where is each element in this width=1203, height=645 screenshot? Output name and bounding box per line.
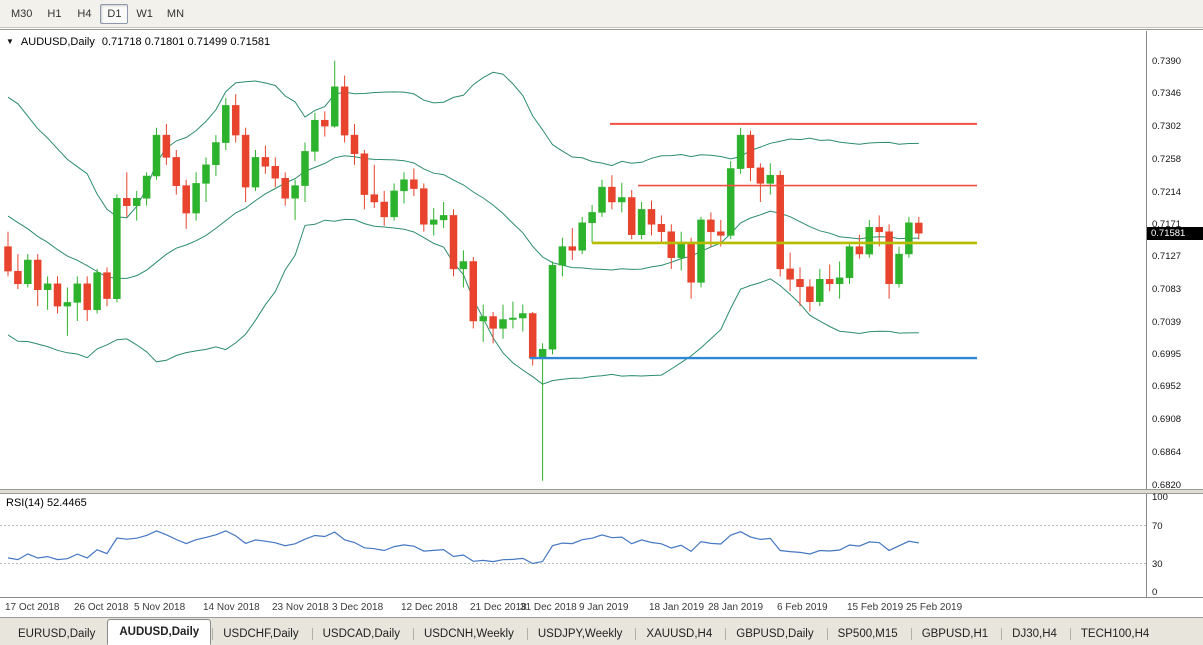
time-axis-label: 23 Nov 2018 <box>272 602 329 613</box>
chart-window: ▼ AUDUSD,Daily 0.71718 0.71801 0.71499 0… <box>0 29 1203 618</box>
tab-sp500-m15[interactable]: SP500,M15 <box>826 622 910 645</box>
price-axis-tick: 0.7127 <box>1152 251 1182 262</box>
price-axis-tick: 0.7302 <box>1152 121 1182 132</box>
tab-xauusd-h4[interactable]: XAUUSD,H4 <box>634 622 724 645</box>
rsi-line <box>7 530 919 565</box>
time-axis-label: 17 Oct 2018 <box>5 602 60 613</box>
time-axis-label: 6 Feb 2019 <box>777 602 828 613</box>
chart-objects <box>530 122 977 360</box>
timeframe-button-m30[interactable]: M30 <box>11 7 33 20</box>
chart-header: ▼ AUDUSD,Daily 0.71718 0.71801 0.71499 0… <box>6 36 270 48</box>
rsi-axis[interactable]: 100 70 30 0 <box>1146 492 1203 598</box>
price-pane-svg <box>4 60 977 481</box>
rsi-indicator-pane[interactable]: RSI(14) 52.4465 <box>0 494 1146 597</box>
time-axis-label: 26 Oct 2018 <box>74 602 129 613</box>
rsi-pane-svg <box>0 525 1146 565</box>
time-axis[interactable]: 17 Oct 2018 26 Oct 2018 5 Nov 2018 14 Nov 2… <box>0 597 1203 618</box>
price-axis-tick: 0.6952 <box>1152 381 1182 392</box>
timeframe-button-mn[interactable]: MN <box>166 7 185 20</box>
time-axis-label: 31 Dec 2018 <box>520 602 577 613</box>
price-axis-tick: 0.7346 <box>1152 88 1182 99</box>
chart-tabs: EURUSD,Daily AUDUSD,Daily USDCHF,Daily USDC… <box>0 617 1203 645</box>
price-axis-tick: 0.6820 <box>1152 480 1182 491</box>
price-axis-tick: 0.7214 <box>1152 187 1182 198</box>
time-axis-label: 5 Nov 2018 <box>134 602 186 613</box>
price-axis-tick: 0.6908 <box>1152 414 1182 425</box>
one-click-trading-toggle[interactable]: ▼ <box>6 37 14 46</box>
time-axis-label: 12 Dec 2018 <box>401 602 458 613</box>
timeframe-toolbar: M30 H1 H4 D1 W1 MN <box>0 0 1203 28</box>
time-axis-label: 25 Feb 2019 <box>906 602 963 613</box>
time-axis-label: 18 Jan 2019 <box>649 602 705 613</box>
rsi-axis-tick: 70 <box>1152 521 1163 532</box>
rsi-indicator-label: RSI(14) 52.4465 <box>6 497 87 509</box>
timeframe-button-h1[interactable]: H1 <box>47 7 62 20</box>
rsi-axis-tick: 100 <box>1152 492 1168 503</box>
time-axis-label: 14 Nov 2018 <box>203 602 260 613</box>
tab-gbpusd-daily[interactable]: GBPUSD,Daily <box>724 622 825 645</box>
tab-dj30-h4[interactable]: DJ30,H4 <box>1000 622 1069 645</box>
price-axis-tick: 0.7083 <box>1152 284 1182 295</box>
price-axis-tick: 0.6864 <box>1152 447 1182 458</box>
time-axis-label: 21 Dec 2018 <box>470 602 527 613</box>
time-axis-label: 9 Jan 2019 <box>579 602 629 613</box>
price-axis-tick: 0.7258 <box>1152 154 1182 165</box>
price-axis-tick: 0.7171 <box>1152 219 1182 230</box>
timeframe-button-d1[interactable]: D1 <box>100 3 129 24</box>
tab-usdcad-daily[interactable]: USDCAD,Daily <box>311 622 412 645</box>
chart-symbol-label: AUDUSD,Daily <box>20 36 95 48</box>
pane-resize-divider[interactable] <box>0 489 1203 494</box>
rsi-axis-tick: 0 <box>1152 587 1158 598</box>
price-axis-tick: 0.7390 <box>1152 56 1182 67</box>
chart-ohlc-values: 0.71718 0.71801 0.71499 0.71581 <box>101 36 271 48</box>
tab-tech100-h4[interactable]: TECH100,H4 <box>1069 622 1161 645</box>
tab-usdjpy-weekly[interactable]: USDJPY,Weekly <box>526 622 635 645</box>
current-price-tag: 0.71581 <box>1147 227 1203 240</box>
price-axis-tick: 0.6995 <box>1152 349 1182 360</box>
time-axis-label: 15 Feb 2019 <box>847 602 904 613</box>
time-axis-label: 3 Dec 2018 <box>332 602 384 613</box>
price-axis[interactable]: 0.7390 0.7346 0.7302 0.7258 0.7214 0.7171 0.71… <box>1146 31 1203 491</box>
tab-audusd-daily[interactable]: AUDUSD,Daily <box>107 619 212 645</box>
rsi-axis-tick: 30 <box>1152 559 1163 570</box>
tab-gbpusd-h1[interactable]: GBPUSD,H1 <box>910 622 1000 645</box>
price-axis-tick: 0.7039 <box>1152 317 1182 328</box>
tab-eurusd-daily[interactable]: EURUSD,Daily <box>18 628 96 640</box>
candles-series <box>4 60 923 481</box>
tab-usdchf-daily[interactable]: USDCHF,Daily <box>211 622 310 645</box>
timeframe-button-h4[interactable]: H4 <box>77 7 92 20</box>
timeframe-button-w1[interactable]: W1 <box>136 7 153 20</box>
tab-usdcnh-weekly[interactable]: USDCNH,Weekly <box>412 622 526 645</box>
time-axis-label: 28 Jan 2019 <box>708 602 764 613</box>
price-chart[interactable] <box>0 31 1146 489</box>
